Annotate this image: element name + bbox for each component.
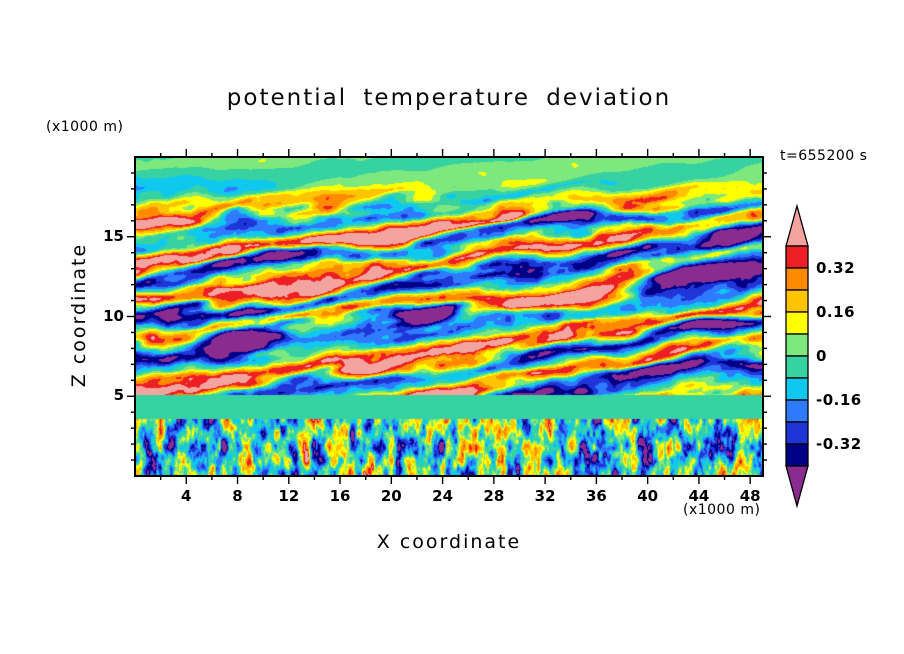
x-tick-label-20: 20 [380,487,402,505]
x-tick-label-36: 36 [585,487,607,505]
colorbar-band [785,399,809,423]
colorbar-band [785,333,809,357]
colorbar-tick-label-0.32: 0.32 [816,259,856,277]
colorbar-arrow-bottom [785,465,809,509]
x-tick-label-32: 32 [534,487,556,505]
colorbar-band [785,311,809,335]
colorbar-band [785,289,809,313]
x-tick-label-40: 40 [637,487,659,505]
x-tick-label-24: 24 [432,487,454,505]
colorbar-band [785,245,809,269]
colorbar-tick-label--0.16: -0.16 [816,391,862,409]
x-tick-label-8: 8 [232,487,243,505]
colorbar-band [785,267,809,291]
chart-title: potential temperature deviation [226,85,672,111]
colorbar-band [785,355,809,379]
colorbar-tick-label-0: 0 [816,347,827,365]
colorbar-band [785,377,809,401]
z-axis-title: Z coordinate [68,242,90,388]
colorbar-arrow-top [785,203,809,247]
colorbar-band [785,443,809,467]
z-axis-unit-label: (x1000 m) [46,119,124,135]
x-tick-label-4: 4 [181,487,192,505]
time-annotation: t=655200 s [780,148,868,164]
x-axis-title: X coordinate [376,531,522,553]
colorbar-tick-label-0.16: 0.16 [816,303,856,321]
contour-field-canvas [135,157,763,476]
x-tick-label-28: 28 [483,487,505,505]
colorbar-tick-label--0.32: -0.32 [816,435,862,453]
x-axis-unit-label: (x1000 m) [683,502,761,518]
x-tick-label-16: 16 [329,487,351,505]
x-tick-label-12: 12 [278,487,300,505]
colorbar-band [785,421,809,445]
z-tick-label-5: 5 [113,386,124,405]
